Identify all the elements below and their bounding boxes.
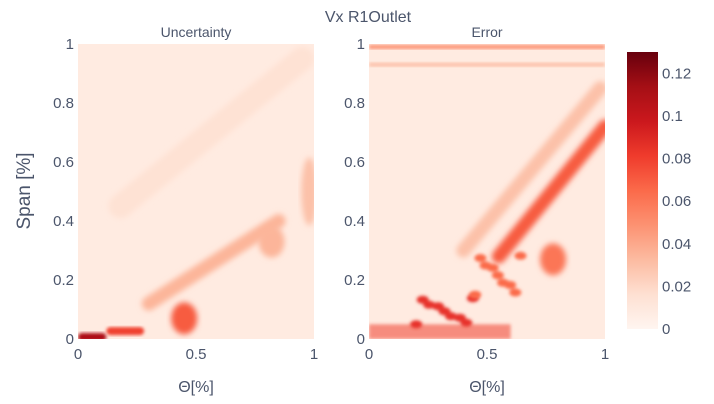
subplot-title: Uncertainty bbox=[161, 24, 232, 40]
colorbar-gradient bbox=[627, 52, 658, 329]
y-tick-label: 1 bbox=[357, 36, 365, 53]
heatmap-shroud-strip bbox=[369, 62, 605, 67]
y-axis-label: Span [%] bbox=[14, 152, 35, 229]
y-tick-label: 0.4 bbox=[53, 213, 74, 230]
y-tick-label: 0 bbox=[66, 331, 74, 348]
heatmap-panel-1: Uncertainty 0 0.5 1 0 0.2 0.4 0.6 0.8 1 Θ[%] bbox=[53, 24, 318, 396]
colorbar-tick-label: 0.04 bbox=[662, 236, 691, 253]
figure-title: Vx R1Outlet bbox=[325, 9, 412, 26]
heatmap-panel-2: Error 0 0.5 1 0 0.2 0.4 0.6 0.8 1 Θ[%] bbox=[344, 24, 609, 396]
x-tick-label: 0.5 bbox=[186, 346, 207, 363]
heatmap-faint-band bbox=[108, 46, 314, 219]
y-tick-label: 0.2 bbox=[53, 272, 74, 289]
heatmap-blob bbox=[540, 243, 567, 276]
y-tick-label: 0.8 bbox=[53, 95, 74, 112]
x-tick-label: 0 bbox=[74, 346, 82, 363]
x-axis-label: Θ[%] bbox=[178, 379, 214, 396]
heatmap-tip-edge bbox=[301, 157, 314, 226]
heatmap-blob bbox=[171, 302, 198, 335]
heatmap-hub-spot bbox=[78, 333, 107, 339]
colorbar-tick-label: 0.06 bbox=[662, 193, 691, 210]
heatmap-background bbox=[369, 44, 605, 339]
heatmap-shroud-strip bbox=[369, 44, 605, 49]
heatmap-hub-band bbox=[369, 324, 511, 339]
colorbar: 0 0.02 0.04 0.06 0.08 0.1 0.12 bbox=[627, 52, 691, 338]
y-tick-label: 0.4 bbox=[344, 213, 365, 230]
x-axis-label: Θ[%] bbox=[469, 379, 505, 396]
colorbar-tick-label: 0.12 bbox=[662, 65, 691, 82]
heatmap-field bbox=[78, 46, 314, 339]
subplot-title: Error bbox=[471, 24, 502, 40]
y-tick-label: 0 bbox=[357, 331, 365, 348]
x-tick-label: 0 bbox=[365, 346, 373, 363]
y-tick-label: 0.2 bbox=[344, 272, 365, 289]
heatmap-band bbox=[456, 81, 605, 258]
y-tick-label: 1 bbox=[66, 36, 74, 53]
heatmap-hub-spot bbox=[106, 327, 145, 336]
heatmap-band bbox=[141, 214, 286, 311]
heatmap-field bbox=[369, 44, 605, 339]
colorbar-tick-label: 0.08 bbox=[662, 151, 691, 168]
y-tick-label: 0.8 bbox=[344, 95, 365, 112]
y-tick-label: 0.6 bbox=[344, 154, 365, 171]
colorbar-tick-label: 0 bbox=[662, 321, 670, 338]
heatmap-blob bbox=[258, 225, 285, 258]
x-tick-label: 1 bbox=[310, 346, 318, 363]
heatmap-band bbox=[491, 119, 605, 264]
y-tick-label: 0.6 bbox=[53, 154, 74, 171]
x-tick-label: 0.5 bbox=[477, 346, 498, 363]
colorbar-tick-label: 0.02 bbox=[662, 278, 691, 295]
heatmap-cluster bbox=[469, 251, 527, 299]
colorbar-tick-label: 0.1 bbox=[662, 108, 683, 125]
x-tick-label: 1 bbox=[601, 346, 609, 363]
